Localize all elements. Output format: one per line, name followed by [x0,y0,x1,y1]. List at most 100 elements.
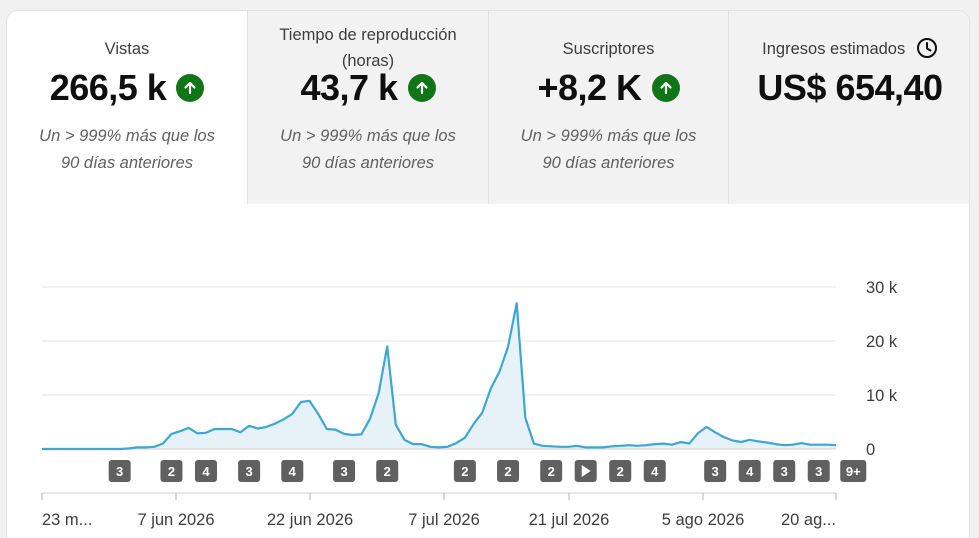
arrow-up-icon [176,74,205,102]
marker-badge [238,460,261,482]
tab-label-line: (horas) [341,52,395,70]
marker-label: 3 [340,464,347,479]
upload-marker[interactable]: 2 [160,460,183,482]
tab-value-row: US$ 654,40 [729,67,969,109]
marker-badge [840,460,867,482]
metric-value: 266,5 k [49,67,167,108]
play-icon [581,465,591,477]
marker-label: 2 [384,464,391,479]
marker-badge [643,460,666,482]
upload-marker[interactable]: 3 [773,460,796,482]
tab-value-row: +8,2 K [489,67,728,109]
x-tick-label: 5 ago 2026 [662,511,745,529]
tab-label-text: Ingresos estimados [762,40,906,58]
x-tick-label: 20 ag... [781,511,836,529]
marker-label: 3 [815,464,822,479]
tab-vistas[interactable]: Vistas 266,5 k Un > 999% más que los 90 … [7,11,247,204]
upload-marker[interactable]: 2 [376,460,399,482]
upload-marker[interactable]: 3 [238,460,261,482]
tab-label: Vistas [104,40,150,58]
x-tick-label: 7 jul 2026 [408,511,480,529]
upload-marker[interactable]: 4 [738,460,761,482]
marker-label: 4 [651,464,659,479]
marker-label: 3 [246,464,253,479]
marker-label: 3 [781,464,788,479]
comparison-line: Un > 999% más que los [280,127,456,145]
marker-label: 4 [202,464,210,479]
marker-label: 2 [168,464,175,479]
upload-marker[interactable]: 2 [609,460,632,482]
tab-label: Suscriptores [562,40,655,58]
arrow-up-icon [651,74,680,102]
upload-marker[interactable]: 4 [643,460,666,482]
marker-badge [333,460,356,482]
tab-label: Tiempo de reproducción (horas) [248,22,488,74]
tab-suscriptores[interactable]: Suscriptores +8,2 K Un > 999% más que lo… [488,11,728,204]
comparison-line: Un > 999% más que los [39,127,215,145]
tab-label-line: Tiempo de reproducción [279,26,457,44]
tab-label: Ingresos estimados [729,36,969,63]
marker-badge [540,460,563,482]
marker-badge [497,460,520,482]
marker-badge [376,460,399,482]
upload-marker[interactable]: 3 [807,460,830,482]
marker-label: 2 [504,464,511,479]
metric-comparison: Un > 999% más que los 90 días anteriores [248,123,488,177]
marker-badge [609,460,632,482]
comparison-line: 90 días anteriores [542,154,675,172]
comparison-line: 90 días anteriores [301,154,435,172]
y-tick-label: 10 k [866,387,898,405]
metric-value: 43,7 k [300,67,398,108]
upload-marker[interactable]: 4 [281,460,304,482]
comparison-line: 90 días anteriores [60,154,194,172]
marker-label: 3 [712,464,719,479]
upload-marker[interactable]: 2 [540,460,563,482]
analytics-card: Vistas 266,5 k Un > 999% más que los 90 … [6,10,970,538]
upload-marker[interactable]: 3 [704,460,727,482]
tab-tiempo-reproduccion[interactable]: Tiempo de reproducción (horas) 43,7 k Un… [247,11,488,204]
tab-value-row: 43,7 k [248,67,488,109]
marker-label: 2 [461,464,468,479]
metric-value: US$ 654,40 [757,67,943,108]
tab-ingresos-estimados[interactable]: Ingresos estimados US$ 654,40 [728,11,969,204]
upload-marker[interactable] [574,460,597,482]
marker-badge [108,460,131,482]
y-tick-label: 30 k [866,279,898,297]
x-tick-label: 22 jun 2026 [267,511,353,529]
comparison-line: Un > 999% más que los [520,127,697,145]
marker-label: 9+ [846,464,861,479]
series-line [42,302,837,451]
marker-badge [807,460,830,482]
marker-label: 2 [548,464,555,479]
marker-badge [453,460,476,482]
upload-marker[interactable]: 9+ [840,460,867,482]
series-area [42,303,836,449]
y-tick-label: 0 [866,441,875,459]
marker-badge [281,460,304,482]
marker-badge [194,460,217,482]
marker-badge [773,460,796,482]
marker-badge [160,460,183,482]
metric-comparison: Un > 999% más que los 90 días anteriores [489,123,728,177]
upload-marker[interactable]: 2 [453,460,476,482]
marker-label: 4 [289,464,297,479]
x-tick-label: 23 m... [42,511,92,529]
marker-badge [738,460,761,482]
x-tick-label: 7 jun 2026 [137,511,214,529]
marker-badge [704,460,727,482]
x-tick-label: 21 jul 2026 [529,511,610,529]
metric-value: +8,2 K [537,67,642,108]
marker-label: 3 [116,464,123,479]
arrow-up-icon [407,74,436,102]
upload-marker[interactable]: 2 [497,460,520,482]
upload-marker[interactable]: 3 [108,460,131,482]
marker-label: 2 [617,464,624,479]
clock-icon [916,37,938,63]
upload-marker[interactable]: 3 [333,460,356,482]
metric-tabs: Vistas 266,5 k Un > 999% más que los 90 … [7,11,969,204]
marker-label: 4 [746,464,754,479]
y-tick-label: 20 k [866,333,898,351]
tab-value-row: 266,5 k [7,67,247,109]
upload-marker[interactable]: 4 [194,460,217,482]
